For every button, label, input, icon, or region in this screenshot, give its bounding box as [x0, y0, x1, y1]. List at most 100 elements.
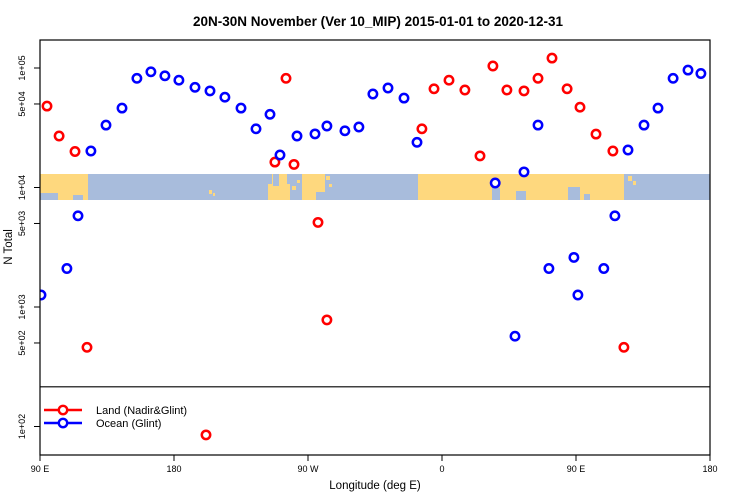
data-point — [53, 130, 65, 142]
band-water — [568, 187, 580, 200]
y-tick-label: 1e+02 — [17, 414, 27, 439]
data-point — [204, 85, 216, 97]
legend-ocean-marker-icon — [57, 417, 69, 429]
band-land — [272, 174, 287, 184]
data-point — [638, 119, 650, 131]
data-point — [159, 70, 171, 82]
data-point — [280, 72, 292, 84]
data-point — [321, 314, 333, 326]
data-point — [309, 128, 321, 140]
data-point — [609, 210, 621, 222]
data-point — [411, 136, 423, 148]
data-point — [274, 149, 286, 161]
data-point — [61, 263, 73, 274]
x-tick-label: 90 W — [297, 464, 319, 474]
data-point — [428, 83, 440, 95]
data-points-layer — [40, 52, 707, 441]
band-land — [326, 176, 330, 180]
band-water — [40, 193, 58, 200]
data-point — [269, 156, 281, 168]
x-tick-label: 180 — [702, 464, 717, 474]
data-point — [487, 60, 499, 72]
band-land — [329, 184, 332, 187]
data-point — [250, 123, 262, 135]
data-point — [189, 81, 201, 93]
data-point — [353, 121, 365, 133]
plot-border — [39, 39, 711, 456]
data-point — [145, 66, 157, 78]
legend-land-label: Land (Nadir&Glint) — [96, 405, 187, 417]
x-tick-label: 0 — [439, 464, 444, 474]
data-point — [590, 128, 602, 140]
data-point — [288, 158, 300, 170]
y-tick-label: 1e+03 — [17, 294, 27, 319]
data-point — [81, 341, 93, 353]
band-water — [584, 194, 590, 200]
band-water — [516, 191, 526, 200]
chart-title: 20N-30N November (Ver 10_MIP) 2015-01-01… — [193, 14, 563, 29]
data-point — [667, 72, 679, 84]
axis-ticks: 90 E 180 90 W 0 90 E 180 1e+05 5e+04 1e+04 5e+03 1… — [17, 55, 718, 474]
y-tick-label: 5e+04 — [17, 91, 27, 116]
data-point — [489, 177, 501, 189]
data-point — [572, 289, 584, 301]
y-tick-label: 1e+05 — [17, 55, 27, 80]
data-point — [416, 123, 428, 135]
band-land — [268, 184, 290, 200]
band-water — [73, 195, 83, 200]
data-point — [235, 102, 247, 114]
data-point — [131, 72, 143, 84]
data-point — [72, 210, 84, 222]
data-point — [682, 64, 694, 76]
data-point — [312, 216, 324, 228]
data-point — [652, 102, 664, 114]
x-tick-label: 90 E — [567, 464, 586, 474]
band-water — [273, 174, 279, 186]
data-point — [100, 119, 112, 131]
x-axis-title: Longitude (deg E) — [329, 480, 421, 492]
band-water — [492, 188, 500, 200]
data-point — [474, 150, 486, 162]
data-point — [85, 145, 97, 157]
data-point — [618, 341, 630, 353]
data-point — [339, 125, 351, 137]
band-land — [633, 181, 636, 185]
y-tick-label: 1e+04 — [17, 175, 27, 200]
band-water — [316, 192, 325, 200]
data-point — [501, 84, 513, 96]
data-point — [382, 82, 394, 94]
data-point — [116, 102, 128, 114]
data-point — [532, 72, 544, 84]
legend-land-marker-icon — [57, 404, 69, 416]
data-point — [291, 130, 303, 142]
y-axis-title: N Total — [3, 229, 15, 265]
data-point — [568, 251, 580, 263]
data-point — [622, 144, 634, 156]
band-land — [213, 193, 215, 196]
data-point — [546, 52, 558, 64]
data-point — [443, 74, 455, 86]
data-point — [367, 88, 379, 100]
data-point — [264, 108, 276, 120]
data-point — [607, 145, 619, 157]
x-tick-label: 180 — [166, 464, 181, 474]
data-point — [321, 120, 333, 132]
data-point — [518, 85, 530, 97]
data-point — [561, 83, 573, 95]
data-point — [200, 429, 212, 441]
data-point — [598, 263, 610, 274]
data-point — [40, 289, 47, 301]
legend: Land (Nadir&Glint) Ocean (Glint) — [44, 404, 187, 430]
band-land — [628, 176, 632, 181]
band-land — [292, 186, 296, 190]
band-land — [297, 180, 300, 183]
data-point — [459, 84, 471, 96]
data-point — [543, 263, 555, 274]
data-point — [219, 91, 231, 103]
legend-ocean-label: Ocean (Glint) — [96, 418, 161, 430]
data-point — [574, 101, 586, 113]
band-land — [209, 190, 212, 194]
data-point — [532, 119, 544, 131]
